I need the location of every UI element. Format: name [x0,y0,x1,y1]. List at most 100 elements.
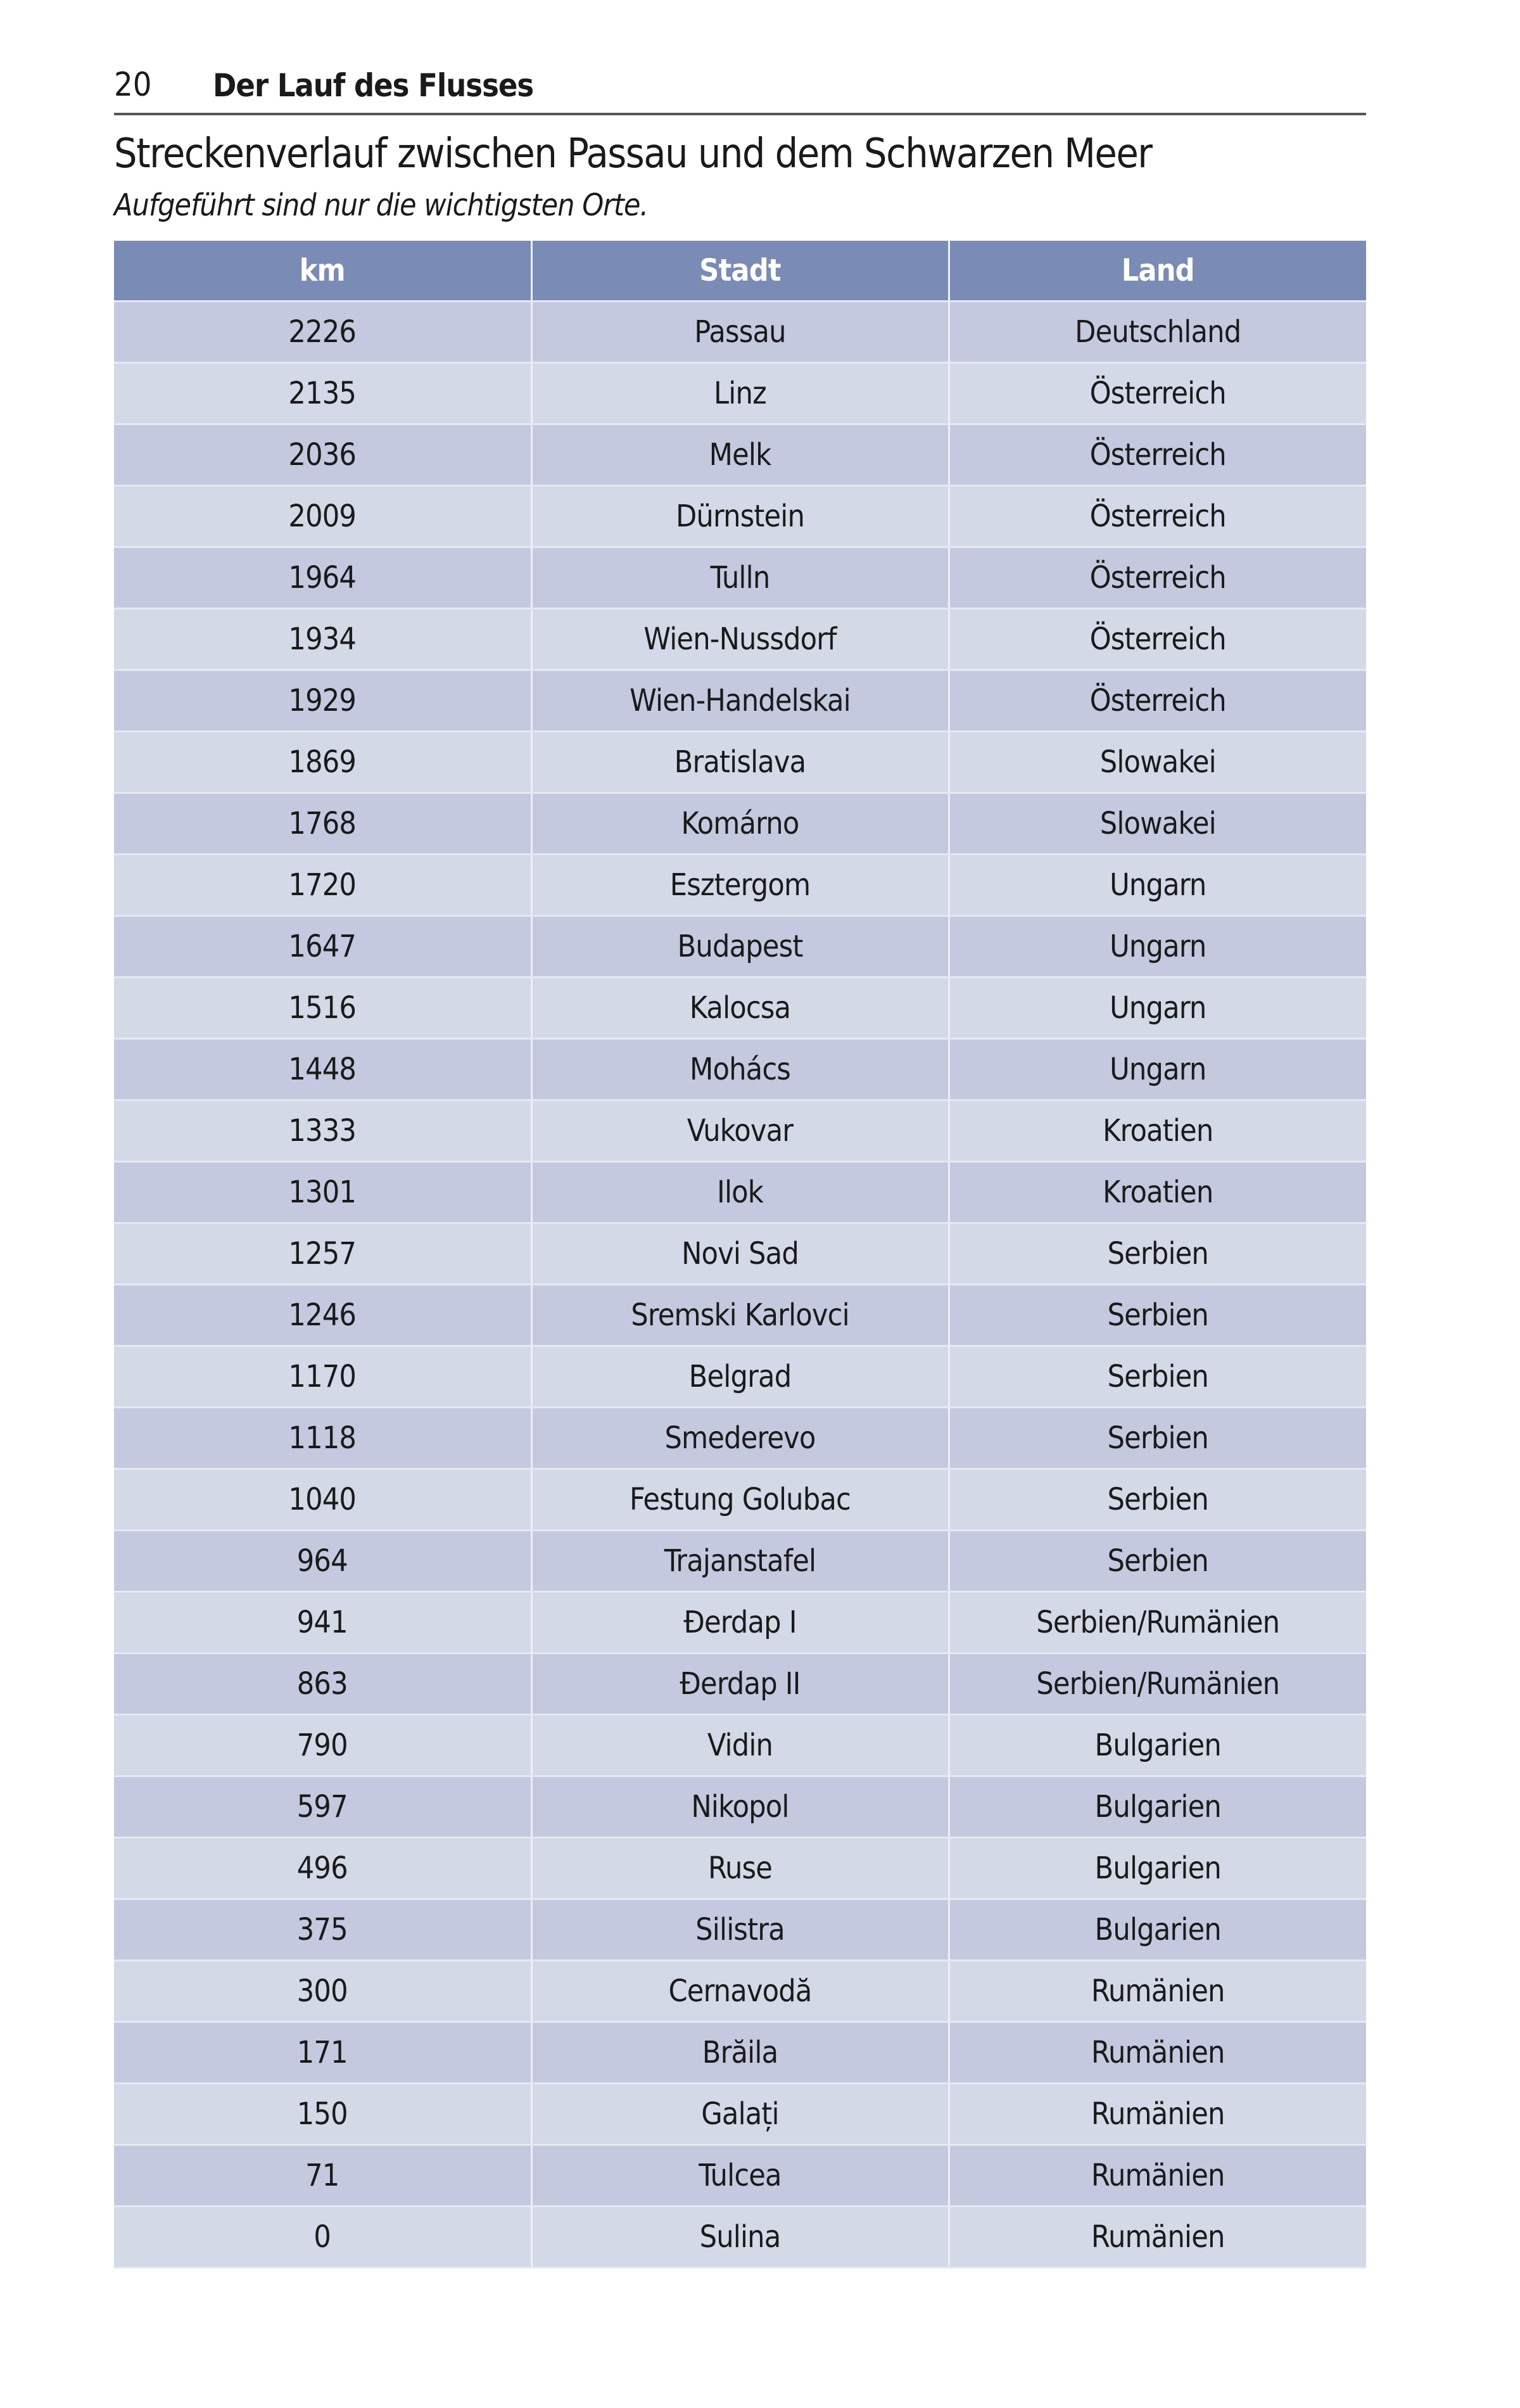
country-cell: Serbien [947,1284,1366,1347]
country-cell: Rumänien [947,2206,1366,2269]
km-cell: 1516 [114,977,533,1040]
city-cell: Brăila [530,2022,950,2084]
chapter-title: Der Lauf des Flusses [213,67,534,104]
city-cell: Kalocsa [530,977,950,1040]
km-cell: 790 [114,1714,533,1777]
country-cell: Österreich [947,424,1366,487]
city-cell: Esztergom [530,854,950,917]
country-cell: Ungarn [947,854,1366,917]
km-cell: 1964 [114,547,533,609]
city-cell: Ruse [530,1837,950,1900]
km-cell: 2135 [114,362,533,425]
city-cell: Wien-Handelskai [530,670,950,732]
table-row: 597 Nikopol Bulgarien [114,1776,1366,1838]
table-row: 2036 Melk Österreich [114,424,1366,487]
city-cell: Ilok [530,1161,950,1224]
country-cell: Slowakei [947,793,1366,855]
table-row: 1257 Novi Sad Serbien [114,1223,1366,1285]
city-cell: Sulina [530,2206,950,2269]
table-row: 496 Ruse Bulgarien [114,1837,1366,1900]
km-cell: 1301 [114,1161,533,1224]
km-cell: 1118 [114,1407,533,1470]
km-cell: 863 [114,1653,533,1716]
city-cell: Festung Golubac [530,1468,950,1531]
country-cell: Österreich [947,608,1366,671]
km-cell: 1647 [114,915,533,978]
city-cell: Đerdap I [530,1591,950,1654]
table-row: 2135 Linz Österreich [114,362,1366,425]
city-cell: Novi Sad [530,1223,950,1285]
city-cell: Smederevo [530,1407,950,1470]
km-cell: 1929 [114,670,533,732]
table-row: 375 Silistra Bulgarien [114,1899,1366,1961]
km-cell: 496 [114,1837,533,1900]
country-cell: Ungarn [947,977,1366,1040]
table-row: 941 Đerdap I Serbien/Rumänien [114,1591,1366,1654]
city-cell: Belgrad [530,1346,950,1408]
table-row: 2009 Dürnstein Österreich [114,485,1366,548]
city-cell: Mohács [530,1038,950,1101]
country-cell: Serbien [947,1346,1366,1408]
km-cell: 964 [114,1530,533,1593]
city-cell: Tulcea [530,2144,950,2207]
city-cell: Cernavodă [530,1960,950,2023]
city-cell: Bratislava [530,731,950,794]
column-header-land: Land [947,241,1366,302]
country-cell: Bulgarien [947,1714,1366,1777]
km-cell: 2036 [114,424,533,487]
country-cell: Bulgarien [947,1899,1366,1961]
km-cell: 0 [114,2206,533,2269]
city-cell: Vukovar [530,1100,950,1163]
country-cell: Rumänien [947,1960,1366,2023]
km-cell: 375 [114,1899,533,1961]
km-cell: 1869 [114,731,533,794]
section-heading: Streckenverlauf zwischen Passau und dem … [114,131,1153,177]
km-cell: 1246 [114,1284,533,1347]
city-cell: Vidin [530,1714,950,1777]
country-cell: Rumänien [947,2144,1366,2207]
table-row: 171 Brăila Rumänien [114,2022,1366,2084]
country-cell: Kroatien [947,1161,1366,1224]
table-row: 0 Sulina Rumänien [114,2206,1366,2269]
country-cell: Serbien/Rumänien [947,1653,1366,1716]
city-cell: Nikopol [530,1776,950,1838]
km-cell: 1257 [114,1223,533,1285]
country-cell: Bulgarien [947,1837,1366,1900]
city-cell: Komárno [530,793,950,855]
km-cell: 2009 [114,485,533,548]
country-cell: Serbien/Rumänien [947,1591,1366,1654]
km-cell: 171 [114,2022,533,2084]
city-cell: Trajanstafel [530,1530,950,1593]
country-cell: Serbien [947,1407,1366,1470]
city-cell: Silistra [530,1899,950,1961]
table-row: 1246 Sremski Karlovci Serbien [114,1284,1366,1347]
city-cell: Budapest [530,915,950,978]
km-cell: 1448 [114,1038,533,1101]
km-cell: 1333 [114,1100,533,1163]
running-header: 20 Der Lauf des Flusses [114,66,1366,115]
table-row: 150 Galați Rumänien [114,2083,1366,2146]
section-subtitle: Aufgeführt sind nur die wichtigsten Orte… [114,188,649,223]
table-header-row: km Stadt Land [114,241,1366,302]
country-cell: Serbien [947,1530,1366,1593]
km-cell: 150 [114,2083,533,2146]
route-table: km Stadt Land 2226 Passau Deutschland 2135 L… [114,241,1366,2269]
km-cell: 300 [114,1960,533,2023]
km-cell: 1768 [114,793,533,855]
city-cell: Đerdap II [530,1653,950,1716]
table-row: 1647 Budapest Ungarn [114,915,1366,978]
table-row: 790 Vidin Bulgarien [114,1714,1366,1777]
page-number: 20 [114,66,152,104]
table-row: 1333 Vukovar Kroatien [114,1100,1366,1163]
country-cell: Ungarn [947,1038,1366,1101]
city-cell: Passau [530,301,950,364]
km-cell: 1170 [114,1346,533,1408]
table-row: 71 Tulcea Rumänien [114,2144,1366,2207]
city-cell: Galați [530,2083,950,2146]
table-row: 1118 Smederevo Serbien [114,1407,1366,1470]
city-cell: Tulln [530,547,950,609]
country-cell: Serbien [947,1223,1366,1285]
city-cell: Wien-Nussdorf [530,608,950,671]
table-row: 1516 Kalocsa Ungarn [114,977,1366,1040]
country-cell: Serbien [947,1468,1366,1531]
